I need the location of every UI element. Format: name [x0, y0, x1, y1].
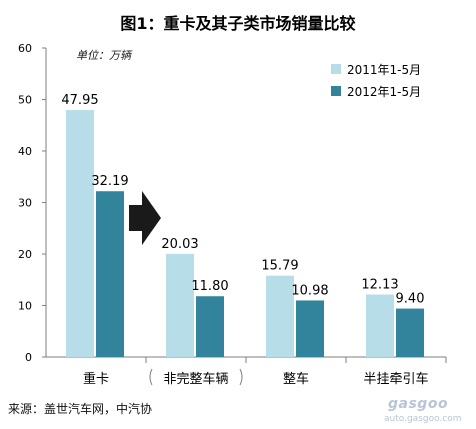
- bar: [66, 110, 94, 358]
- watermark-logo: gasgoo: [388, 396, 449, 412]
- bar: [266, 275, 294, 357]
- category-bracket: [239, 368, 243, 386]
- bar: [296, 300, 324, 357]
- legend-swatch: [331, 86, 341, 96]
- arrow-right-icon: [129, 191, 161, 245]
- chart-bars: [66, 110, 424, 358]
- watermark-url: auto.gasgoo.com: [384, 414, 462, 424]
- y-tick-label: 60: [18, 42, 32, 55]
- category-bracket: [149, 368, 153, 386]
- data-label: 9.40: [396, 292, 425, 307]
- data-label: 12.13: [361, 278, 398, 293]
- data-label: 32.19: [91, 174, 128, 189]
- chart-data-labels: 47.95 32.19 20.03 11.80 15.79 10.98 12.139.40: [61, 93, 424, 307]
- chart-annotation: [129, 191, 161, 245]
- bar: [196, 296, 224, 357]
- bar: [366, 294, 394, 357]
- y-tick-label: 40: [18, 145, 32, 158]
- y-tick-label: 20: [18, 248, 32, 261]
- source-note: 来源：盖世汽车网，中汽协: [8, 402, 153, 416]
- x-tick-label: 重卡: [83, 371, 109, 387]
- x-tick-label: 半挂牵引车: [363, 371, 428, 387]
- data-label: 47.95: [61, 93, 98, 108]
- y-tick-label: 10: [18, 300, 32, 313]
- data-label: 10.98: [291, 283, 328, 298]
- x-tick-label: 非完整车辆: [163, 371, 228, 387]
- data-label: 15.79: [261, 259, 298, 274]
- unit-note: 单位：万辆: [76, 49, 131, 62]
- legend-label: 2011年1-5月: [347, 63, 421, 77]
- y-tick-label: 50: [18, 94, 32, 107]
- bar: [166, 253, 194, 357]
- y-tick-label: 0: [25, 351, 32, 364]
- chart-title: 图1：重卡及其子类市场销量比较: [120, 14, 356, 33]
- y-tick-label: 30: [18, 197, 32, 210]
- data-label: 11.80: [191, 279, 228, 294]
- x-tick-label: 整车: [283, 371, 309, 387]
- bar: [96, 191, 124, 357]
- data-label: 20.03: [161, 237, 198, 252]
- chart-legend: 2011年1-5月 2012年1-5月: [331, 63, 421, 99]
- bar: [396, 308, 424, 357]
- legend-label: 2012年1-5月: [347, 85, 421, 99]
- legend-swatch: [331, 64, 341, 74]
